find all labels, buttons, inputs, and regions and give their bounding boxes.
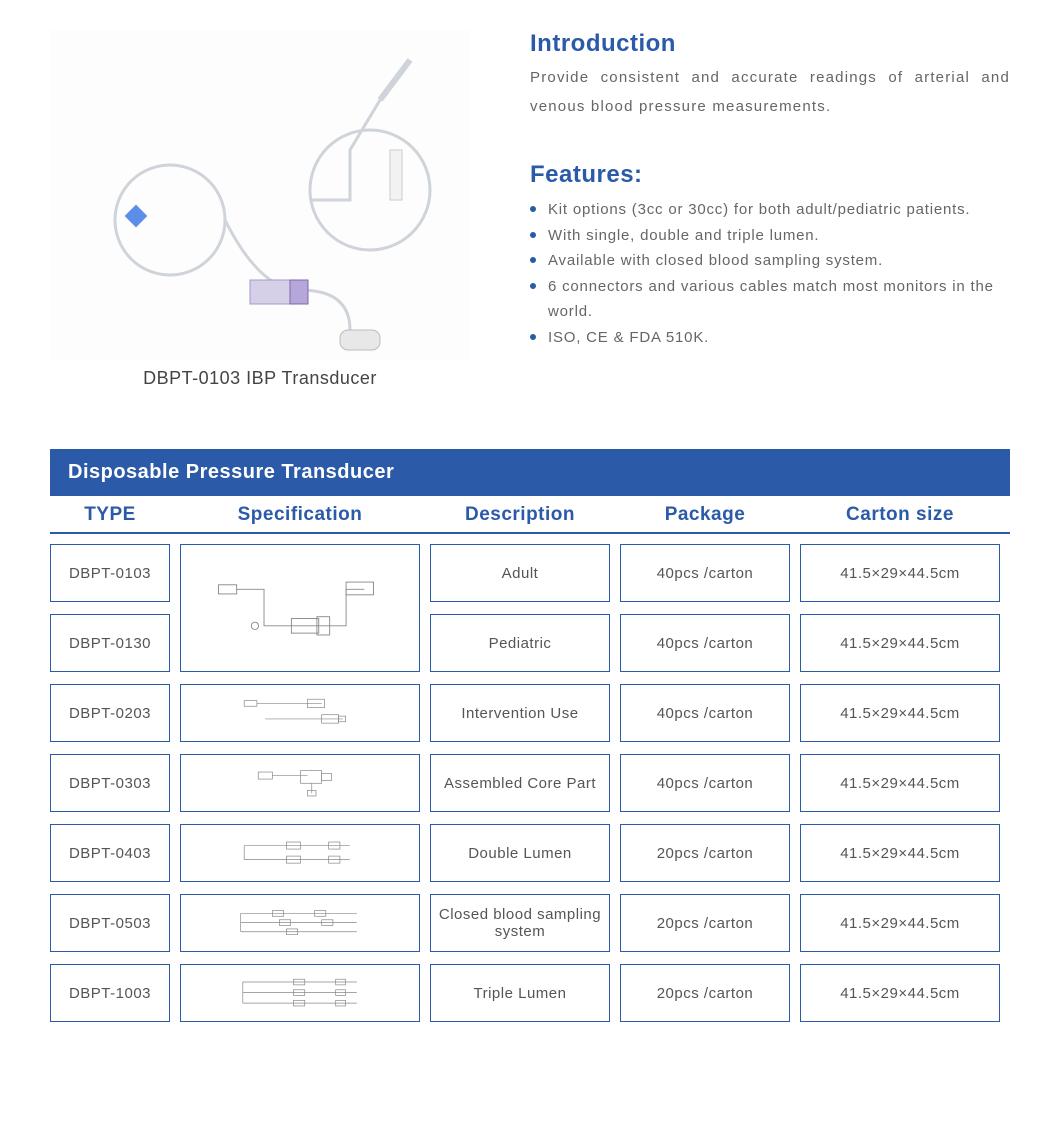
- type-subcol: DBPT-0103 DBPT-0130: [50, 544, 170, 672]
- size-cell: 41.5×29×44.5cm: [800, 894, 1000, 952]
- desc-cell: Double Lumen: [430, 824, 610, 882]
- spec-cell: [180, 894, 420, 952]
- pkg-subcol: 40pcs /carton 40pcs /carton: [620, 544, 790, 672]
- type-cell: DBPT-0203: [50, 684, 170, 742]
- table-section: Disposable Pressure Transducer TYPE Spec…: [50, 449, 1010, 1022]
- table-row: DBPT-1003 Triple Lumen 20pcs /carton 41.…: [50, 964, 1010, 1022]
- size-cell: 41.5×29×44.5cm: [800, 824, 1000, 882]
- size-cell: 41.5×29×44.5cm: [800, 614, 1000, 672]
- pkg-cell: 40pcs /carton: [620, 684, 790, 742]
- size-cell: 41.5×29×44.5cm: [800, 684, 1000, 742]
- type-cell: DBPT-1003: [50, 964, 170, 1022]
- type-cell: DBPT-0103: [50, 544, 170, 602]
- text-column: Introduction Provide consistent and accu…: [530, 30, 1010, 389]
- feature-item: 6 connectors and various cables match mo…: [530, 274, 1010, 325]
- table-row: DBPT-0403 Double Lumen 20pcs /carton 41.…: [50, 824, 1010, 882]
- desc-cell: Pediatric: [430, 614, 610, 672]
- spec-cell: [180, 544, 420, 672]
- feature-item: Available with closed blood sampling sys…: [530, 248, 1010, 274]
- type-cell: DBPT-0130: [50, 614, 170, 672]
- table-group-row: DBPT-0103 DBPT-0130 Adult Pediatri: [50, 544, 1010, 672]
- pkg-cell: 40pcs /carton: [620, 754, 790, 812]
- header-type: TYPE: [50, 504, 170, 526]
- feature-item: With single, double and triple lumen.: [530, 223, 1010, 249]
- spec-cell: [180, 824, 420, 882]
- desc-cell: Adult: [430, 544, 610, 602]
- features-heading: Features:: [530, 161, 1010, 189]
- feature-item: Kit options (3cc or 30cc) for both adult…: [530, 197, 1010, 223]
- size-cell: 41.5×29×44.5cm: [800, 964, 1000, 1022]
- table-header-row: TYPE Specification Description Package C…: [50, 504, 1010, 534]
- header-desc: Description: [430, 504, 610, 526]
- spec-cell: [180, 684, 420, 742]
- type-cell: DBPT-0303: [50, 754, 170, 812]
- intro-text: Provide consistent and accurate readings…: [530, 64, 1010, 121]
- feature-item: ISO, CE & FDA 510K.: [530, 325, 1010, 351]
- top-section: DBPT-0103 IBP Transducer Introduction Pr…: [50, 30, 1010, 389]
- pkg-cell: 20pcs /carton: [620, 824, 790, 882]
- size-cell: 41.5×29×44.5cm: [800, 754, 1000, 812]
- type-cell: DBPT-0403: [50, 824, 170, 882]
- header-size: Carton size: [800, 504, 1000, 526]
- features-list: Kit options (3cc or 30cc) for both adult…: [530, 197, 1010, 350]
- table-row: DBPT-0503 Closed blood sampling system 2…: [50, 894, 1010, 952]
- table-title: Disposable Pressure Transducer: [50, 449, 1010, 496]
- table-row: DBPT-0303 Assembled Core Part 40pcs /car…: [50, 754, 1010, 812]
- intro-heading: Introduction: [530, 30, 1010, 58]
- desc-cell: Intervention Use: [430, 684, 610, 742]
- pkg-cell: 20pcs /carton: [620, 894, 790, 952]
- desc-cell: Triple Lumen: [430, 964, 610, 1022]
- size-subcol: 41.5×29×44.5cm 41.5×29×44.5cm: [800, 544, 1000, 672]
- pkg-cell: 20pcs /carton: [620, 964, 790, 1022]
- type-cell: DBPT-0503: [50, 894, 170, 952]
- pkg-cell: 40pcs /carton: [620, 544, 790, 602]
- table-row: DBPT-0203 Intervention Use 40pcs /carton…: [50, 684, 1010, 742]
- page-container: DBPT-0103 IBP Transducer Introduction Pr…: [0, 0, 1060, 1074]
- spec-cell: [180, 964, 420, 1022]
- product-column: DBPT-0103 IBP Transducer: [50, 30, 470, 389]
- desc-cell: Assembled Core Part: [430, 754, 610, 812]
- size-cell: 41.5×29×44.5cm: [800, 544, 1000, 602]
- product-caption: DBPT-0103 IBP Transducer: [50, 368, 470, 389]
- desc-cell: Closed blood sampling system: [430, 894, 610, 952]
- spec-cell: [180, 754, 420, 812]
- header-pkg: Package: [620, 504, 790, 526]
- product-image: [50, 30, 470, 360]
- header-spec: Specification: [180, 504, 420, 526]
- desc-subcol: Adult Pediatric: [430, 544, 610, 672]
- pkg-cell: 40pcs /carton: [620, 614, 790, 672]
- data-rows: DBPT-0103 DBPT-0130 Adult Pediatri: [50, 544, 1010, 1022]
